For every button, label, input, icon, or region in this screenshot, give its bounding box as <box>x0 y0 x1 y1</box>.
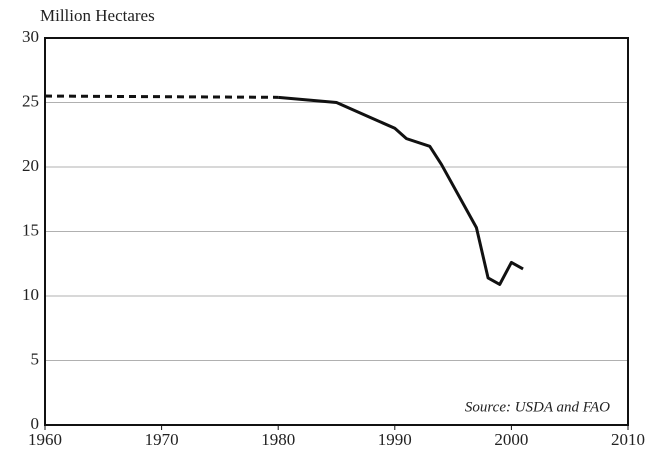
y-tick-label: 10 <box>22 285 39 304</box>
plot-frame <box>44 37 629 426</box>
x-tick-label: 1970 <box>145 430 179 449</box>
y-tick-label: 25 <box>22 91 39 110</box>
data-line <box>44 94 279 99</box>
y-axis-label: Million Hectares <box>40 6 155 25</box>
x-tick-label: 2000 <box>494 430 528 449</box>
x-tick-label: 1980 <box>261 430 295 449</box>
x-tick-label: 2010 <box>611 430 645 449</box>
y-tick-label: 30 <box>22 27 39 46</box>
x-tick-label: 1990 <box>378 430 412 449</box>
x-tick-label: 1960 <box>28 430 62 449</box>
data-line <box>278 95 524 286</box>
y-tick-label: 20 <box>22 156 39 175</box>
y-tick-label: 5 <box>31 349 40 368</box>
y-tick-label: 15 <box>22 220 39 239</box>
source-note: Source: USDA and FAO <box>465 399 610 415</box>
y-tick-label: 0 <box>31 414 40 433</box>
